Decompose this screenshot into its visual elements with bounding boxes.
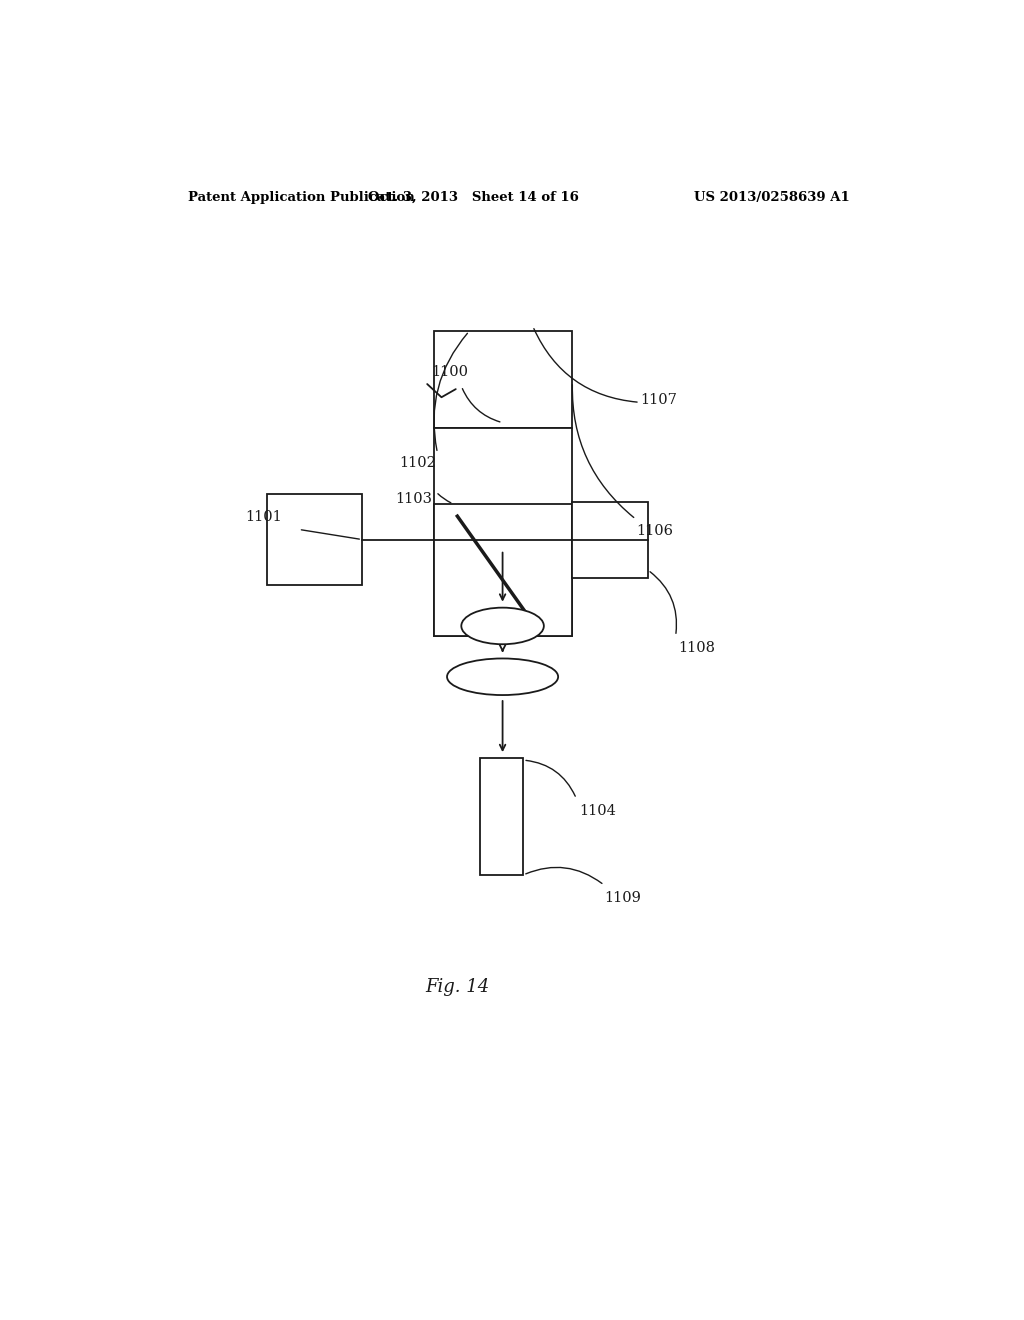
Text: 1100: 1100 bbox=[431, 364, 468, 379]
Bar bbox=[267, 494, 362, 585]
Text: 1108: 1108 bbox=[678, 642, 715, 655]
Bar bbox=[479, 758, 523, 875]
Text: 1103: 1103 bbox=[395, 492, 432, 506]
Text: Fig. 14: Fig. 14 bbox=[425, 978, 489, 995]
Bar bbox=[572, 502, 648, 578]
Text: 1106: 1106 bbox=[636, 524, 673, 539]
Bar bbox=[433, 331, 572, 428]
Text: 1107: 1107 bbox=[641, 393, 678, 408]
Ellipse shape bbox=[461, 607, 544, 644]
Ellipse shape bbox=[447, 659, 558, 696]
Text: 1102: 1102 bbox=[399, 457, 436, 470]
Bar bbox=[433, 504, 572, 636]
Text: US 2013/0258639 A1: US 2013/0258639 A1 bbox=[694, 190, 850, 203]
Text: Oct. 3, 2013   Sheet 14 of 16: Oct. 3, 2013 Sheet 14 of 16 bbox=[368, 190, 579, 203]
Text: 1101: 1101 bbox=[246, 511, 283, 524]
Text: 1104: 1104 bbox=[579, 804, 615, 818]
Text: Patent Application Publication: Patent Application Publication bbox=[187, 190, 415, 203]
Text: 1109: 1109 bbox=[604, 891, 641, 906]
Bar bbox=[433, 428, 572, 636]
